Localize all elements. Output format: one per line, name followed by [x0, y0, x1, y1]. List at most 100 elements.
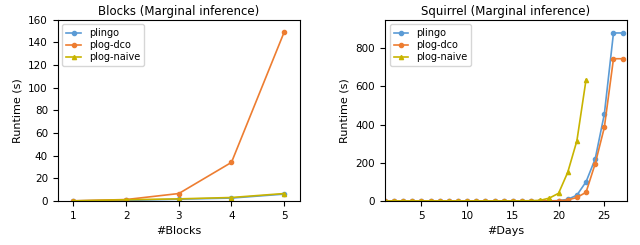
plog-dco	[573, 196, 580, 199]
plingo	[122, 199, 130, 202]
plog-dco	[463, 199, 471, 202]
plog-naive	[564, 171, 572, 174]
plingo	[500, 199, 508, 202]
Line: plingo: plingo	[383, 31, 625, 203]
Legend: plingo, plog-dco, plog-naive: plingo, plog-dco, plog-naive	[390, 24, 471, 66]
plingo	[481, 199, 489, 202]
plingo	[463, 199, 471, 202]
plog-naive	[481, 199, 489, 202]
plog-dco	[427, 199, 435, 202]
plog-naive	[427, 199, 435, 202]
plog-dco	[228, 161, 236, 164]
plog-dco	[381, 199, 388, 202]
plog-naive	[454, 199, 462, 202]
plog-dco	[472, 199, 480, 202]
plingo	[582, 180, 590, 183]
plingo	[509, 199, 516, 202]
plog-dco	[536, 199, 544, 202]
plog-dco	[175, 192, 182, 195]
plog-naive	[445, 199, 452, 202]
plingo	[518, 199, 526, 202]
Legend: plingo, plog-dco, plog-naive: plingo, plog-dco, plog-naive	[63, 24, 144, 66]
plog-dco	[546, 199, 554, 202]
X-axis label: #Blocks: #Blocks	[156, 226, 202, 236]
plingo	[381, 199, 388, 202]
plog-dco	[408, 199, 416, 202]
plog-dco	[591, 162, 599, 165]
plingo	[546, 199, 554, 202]
X-axis label: #Days: #Days	[488, 226, 525, 236]
plog-naive	[390, 199, 398, 202]
plog-naive	[399, 199, 407, 202]
plog-dco	[527, 199, 535, 202]
plingo	[390, 199, 398, 202]
plog-naive	[472, 199, 480, 202]
plog-dco	[70, 199, 77, 202]
plingo	[527, 199, 535, 202]
plog-naive	[573, 139, 580, 142]
plingo	[399, 199, 407, 202]
plog-dco	[445, 199, 452, 202]
plingo	[564, 198, 572, 201]
plog-naive	[546, 196, 554, 199]
plog-naive	[228, 196, 236, 199]
plog-dco	[600, 126, 608, 129]
plog-dco	[122, 198, 130, 201]
plog-naive	[500, 199, 508, 202]
Title: Blocks (Marginal inference): Blocks (Marginal inference)	[98, 5, 259, 18]
plingo	[555, 199, 563, 202]
plingo	[427, 199, 435, 202]
plog-naive	[463, 199, 471, 202]
Line: plog-dco: plog-dco	[71, 30, 286, 203]
plog-naive	[175, 197, 182, 200]
plog-naive	[70, 199, 77, 202]
plog-dco	[564, 198, 572, 201]
plog-dco	[481, 199, 489, 202]
plingo	[472, 199, 480, 202]
plog-dco	[518, 199, 526, 202]
Line: plingo: plingo	[71, 192, 286, 203]
plog-naive	[509, 199, 516, 202]
plingo	[175, 198, 182, 201]
plog-dco	[436, 199, 444, 202]
plog-dco	[454, 199, 462, 202]
plingo	[70, 199, 77, 202]
plog-naive	[417, 199, 425, 202]
plog-naive	[436, 199, 444, 202]
plog-naive	[122, 198, 130, 201]
plog-dco	[491, 199, 499, 202]
plingo	[445, 199, 452, 202]
plog-naive	[491, 199, 499, 202]
Line: plog-naive: plog-naive	[383, 78, 588, 203]
plog-naive	[518, 199, 526, 202]
plog-naive	[555, 192, 563, 195]
plingo	[417, 199, 425, 202]
Y-axis label: Runtime (s): Runtime (s)	[13, 78, 22, 143]
plog-naive	[527, 199, 535, 202]
plingo	[436, 199, 444, 202]
plingo	[454, 199, 462, 202]
Line: plog-dco: plog-dco	[383, 57, 625, 203]
plog-dco	[500, 199, 508, 202]
plingo	[600, 113, 608, 116]
plog-dco	[417, 199, 425, 202]
plog-naive	[582, 78, 590, 81]
plingo	[573, 194, 580, 197]
plog-naive	[381, 199, 388, 202]
plog-dco	[582, 191, 590, 194]
plog-naive	[280, 192, 288, 195]
plingo	[610, 32, 618, 35]
plog-naive	[536, 199, 544, 202]
plingo	[619, 32, 627, 35]
plog-dco	[509, 199, 516, 202]
plingo	[408, 199, 416, 202]
Line: plog-naive: plog-naive	[71, 191, 286, 203]
plingo	[591, 158, 599, 160]
plog-dco	[619, 57, 627, 60]
plog-dco	[390, 199, 398, 202]
plog-dco	[399, 199, 407, 202]
plingo	[228, 196, 236, 199]
plingo	[280, 193, 288, 196]
plog-dco	[280, 31, 288, 34]
plingo	[491, 199, 499, 202]
